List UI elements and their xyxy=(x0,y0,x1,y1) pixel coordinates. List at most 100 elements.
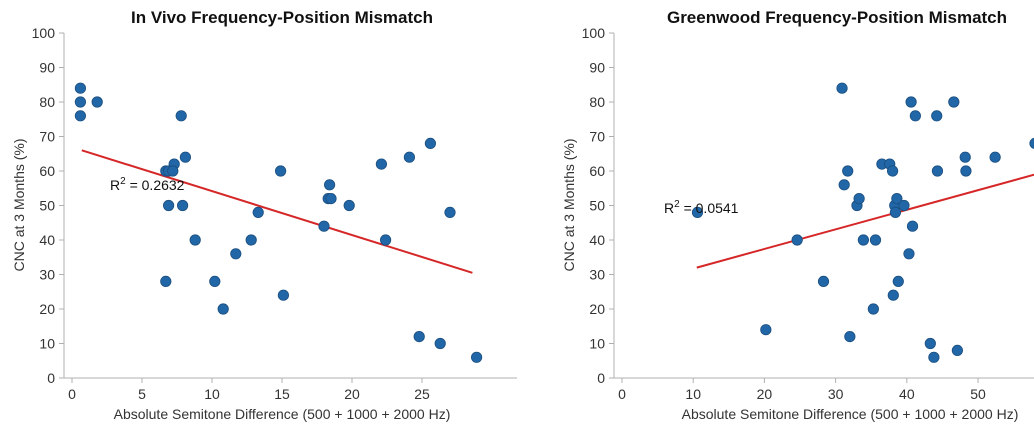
data-point xyxy=(375,158,387,170)
x-tick-label: 10 xyxy=(685,386,701,402)
data-point xyxy=(74,96,87,108)
y-tick-label: 50 xyxy=(39,198,55,214)
data-point xyxy=(217,303,229,315)
data-point xyxy=(318,220,330,232)
x-tick-label: 30 xyxy=(828,386,844,402)
data-point xyxy=(838,179,850,191)
y-tick-label: 40 xyxy=(39,232,55,248)
y-tick-label: 80 xyxy=(39,94,55,110)
y-tick-label: 30 xyxy=(39,267,55,283)
x-tick-label: 5 xyxy=(138,386,146,402)
y-axis-label: CNC at 3 Months (%) xyxy=(11,138,27,271)
x-axis-label: Absolute Semitone Difference (500 + 1000… xyxy=(114,406,451,422)
data-point xyxy=(889,206,902,218)
y-tick-label: 100 xyxy=(32,25,56,41)
data-point xyxy=(887,289,899,301)
data-point xyxy=(91,96,103,108)
x-tick-label: 10 xyxy=(204,386,220,402)
regression-line xyxy=(696,173,1034,269)
data-point xyxy=(424,137,436,149)
y-tick-label: 90 xyxy=(589,60,605,76)
data-point xyxy=(379,234,392,246)
data-point xyxy=(245,234,257,246)
data-point xyxy=(869,234,882,246)
data-point xyxy=(844,330,856,343)
greenwood-mismatch-chart: Greenwood Frequency-Position Mismatch 0 10… xyxy=(561,8,1034,422)
y-tick-label: 50 xyxy=(589,198,605,214)
y-tick-label: 80 xyxy=(589,94,605,110)
x-tick-label: 20 xyxy=(344,386,360,402)
y-tick-label: 10 xyxy=(39,336,55,352)
y-tick-label: 0 xyxy=(597,370,605,386)
y-tick-label: 20 xyxy=(589,301,605,317)
data-point xyxy=(906,220,919,232)
data-point xyxy=(898,199,910,212)
data-point xyxy=(903,248,915,260)
data-point xyxy=(857,234,869,246)
data-point xyxy=(867,303,879,315)
y-tick-label: 100 xyxy=(582,25,606,41)
data-point xyxy=(209,275,221,287)
in-vivo-mismatch-chart: In Vivo Frequency-Position Mismatch 0 10 20… xyxy=(11,8,517,422)
data-point xyxy=(948,96,960,108)
data-point xyxy=(167,165,179,177)
r-squared-label: R2 = 0.0541 xyxy=(664,199,739,216)
data-point xyxy=(924,337,936,350)
data-point xyxy=(343,199,355,212)
data-point xyxy=(886,165,899,177)
y-tick-label: 20 xyxy=(39,301,55,317)
x-tick-label: 0 xyxy=(68,386,76,402)
data-point xyxy=(252,206,264,218)
data-point xyxy=(909,110,921,122)
y-tick-label: 70 xyxy=(39,129,55,145)
y-tick-label: 60 xyxy=(39,163,55,179)
r-squared-label: R2 = 0.2632 xyxy=(110,176,185,193)
data-point xyxy=(691,206,704,218)
y-tick-label: 90 xyxy=(39,60,55,76)
data-point xyxy=(960,165,972,177)
data-point xyxy=(160,275,172,287)
x-tick-label: 40 xyxy=(899,386,915,402)
y-tick-label: 60 xyxy=(589,163,605,179)
x-tick-label: 50 xyxy=(970,386,986,402)
data-point xyxy=(177,199,189,212)
data-point xyxy=(836,82,848,94)
y-axis-label: CNC at 3 Months (%) xyxy=(561,138,577,271)
x-tick-label: 25 xyxy=(414,386,430,402)
data-point xyxy=(817,275,830,287)
data-point xyxy=(413,330,425,343)
data-point xyxy=(277,289,289,301)
data-point xyxy=(959,151,971,163)
x-tick-label: 15 xyxy=(274,386,290,402)
data-point xyxy=(931,165,944,177)
data-point xyxy=(189,234,201,246)
x-axis-label: Absolute Semitone Difference (500 + 1000… xyxy=(682,406,1019,422)
data-point xyxy=(444,206,456,218)
data-point xyxy=(791,234,803,246)
data-point xyxy=(175,110,187,122)
regression-line xyxy=(81,149,473,274)
data-point xyxy=(842,165,854,177)
data-point xyxy=(905,96,917,108)
data-point xyxy=(470,351,483,363)
data-point xyxy=(951,344,963,356)
data-point xyxy=(179,151,191,163)
data-point xyxy=(892,275,904,287)
data-point xyxy=(325,193,337,205)
y-tick-label: 70 xyxy=(589,129,605,145)
y-tick-label: 40 xyxy=(589,232,605,248)
data-point xyxy=(760,324,772,336)
data-point xyxy=(434,337,446,350)
data-point xyxy=(931,110,943,122)
chart-title: In Vivo Frequency-Position Mismatch xyxy=(131,8,433,27)
y-tick-label: 30 xyxy=(589,267,605,283)
data-point xyxy=(403,151,415,163)
data-point xyxy=(1029,137,1034,149)
data-point xyxy=(928,351,940,363)
data-point xyxy=(274,165,287,177)
data-point xyxy=(74,82,87,94)
y-tick-label: 10 xyxy=(589,336,605,352)
data-point xyxy=(74,110,87,122)
data-point xyxy=(163,199,175,212)
